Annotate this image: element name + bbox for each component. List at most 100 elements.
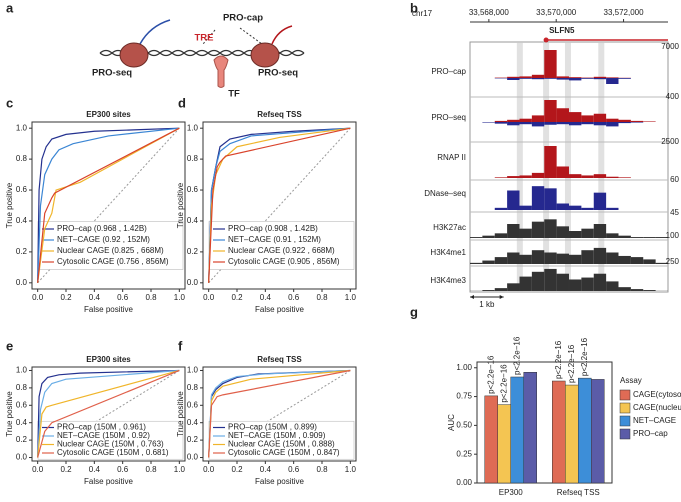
signal	[494, 257, 508, 264]
signal	[494, 288, 508, 291]
signal	[593, 174, 607, 178]
dashed-link	[239, 27, 263, 45]
x-axis-label: False positive	[84, 477, 133, 486]
signal	[482, 260, 495, 264]
label: PRO-cap	[223, 13, 263, 24]
y-tick-label: 0.2	[187, 435, 199, 444]
track-max: 400	[666, 92, 680, 101]
signal-minus	[569, 122, 582, 126]
signal	[630, 120, 644, 122]
signal	[593, 76, 607, 78]
x-tick-label: 0.0	[32, 293, 44, 302]
signal	[482, 290, 495, 291]
signal	[581, 277, 594, 291]
y-tick-label: 0.6	[187, 185, 199, 194]
diagonal	[208, 127, 351, 284]
highlight	[598, 42, 605, 292]
y-tick-label: 0.4	[16, 418, 28, 427]
signal	[519, 205, 532, 210]
signal-minus	[593, 122, 607, 126]
legend-frame	[37, 420, 184, 460]
legend-label: Nuclear CAGE (0.825 , 668M)	[57, 246, 164, 255]
signal	[606, 207, 619, 210]
roc-curve	[37, 127, 180, 283]
y-axis-label: True positive	[176, 391, 185, 437]
chart-title: EP300 sites	[86, 355, 131, 364]
track-name: DNase–seq	[424, 189, 466, 198]
gene-start	[543, 37, 549, 43]
signal-minus	[606, 78, 619, 84]
roc-curve	[37, 369, 180, 458]
signal	[593, 113, 607, 122]
track-name: PRO–seq	[431, 113, 466, 122]
roc-curve	[37, 369, 180, 458]
signal	[569, 279, 582, 291]
signal-minus	[494, 122, 508, 124]
legend-swatch	[619, 389, 631, 401]
signal	[507, 176, 520, 178]
signal	[544, 219, 557, 238]
y-tick-label: 1.00	[456, 363, 472, 372]
legend-swatch	[619, 415, 631, 427]
signal	[581, 250, 594, 264]
roc-curve	[37, 127, 180, 283]
signal	[643, 259, 656, 264]
roc-curve	[208, 127, 351, 283]
signal	[556, 76, 569, 78]
x-tick-label: 0.4	[260, 465, 272, 474]
legend-frame	[208, 221, 355, 270]
signal	[531, 271, 545, 291]
y-tick-label: 1.0	[187, 366, 199, 375]
roc-curve	[37, 369, 180, 458]
x-tick-label: 33,570,000	[536, 8, 577, 17]
highlight	[516, 42, 523, 292]
legend-label: NET–CAGE (0.92 , 152M)	[57, 235, 150, 244]
legend-swatch	[619, 402, 631, 414]
y-tick-label: 0.4	[16, 216, 28, 225]
signal	[630, 257, 644, 264]
signal	[569, 112, 582, 122]
signal	[618, 119, 631, 122]
x-tick-label: 0.8	[316, 293, 328, 302]
signal	[556, 203, 569, 210]
signal-minus	[507, 122, 520, 126]
signal	[606, 77, 619, 78]
x-tick-label: 0.6	[288, 465, 300, 474]
signal	[630, 237, 644, 238]
signal	[531, 221, 545, 238]
track-name: RNAP II	[437, 153, 466, 162]
x-tick-label: 0.6	[117, 465, 129, 474]
x-tick-label: 0.8	[316, 465, 328, 474]
diagram: PRO-cap TRE TF PRO-seq PRO-seq	[92, 13, 305, 100]
y-tick-label: 0.0	[16, 278, 28, 287]
signal-minus	[544, 78, 557, 79]
legend-label: Cytosolic CAGE (150M , 0.847)	[228, 448, 340, 457]
x-tick-label: 33,568,000	[469, 8, 510, 17]
scale-arrow	[470, 295, 504, 299]
legend-label: PRO–cap (0.908 , 1.42B)	[228, 224, 318, 233]
chrom: chr17	[412, 9, 433, 18]
y-tick-label: 0.0	[187, 278, 199, 287]
plot-frame	[202, 366, 357, 462]
signal	[531, 172, 545, 178]
gene-name: SLFN5	[549, 26, 575, 35]
x-tick-label: 0.6	[288, 293, 300, 302]
signal	[643, 237, 656, 238]
y-tick-label: 1.0	[16, 366, 28, 375]
x-tick-label: 0.2	[231, 293, 243, 302]
legend-label: Nuclear CAGE (150M , 0.763)	[57, 440, 164, 449]
y-axis-label: True positive	[5, 182, 14, 228]
signal	[531, 250, 545, 264]
signal-minus	[581, 78, 594, 79]
y-tick-label: 0.6	[187, 400, 199, 409]
y-axis-label: True positive	[176, 182, 185, 228]
signal	[544, 268, 557, 291]
signal	[655, 237, 668, 238]
legend-label: PRO–cap (0.968 , 1.42B)	[57, 224, 147, 233]
signal	[581, 115, 594, 122]
signal	[643, 290, 656, 291]
signal	[507, 283, 520, 291]
tf	[213, 55, 229, 88]
signal-minus	[544, 122, 557, 125]
